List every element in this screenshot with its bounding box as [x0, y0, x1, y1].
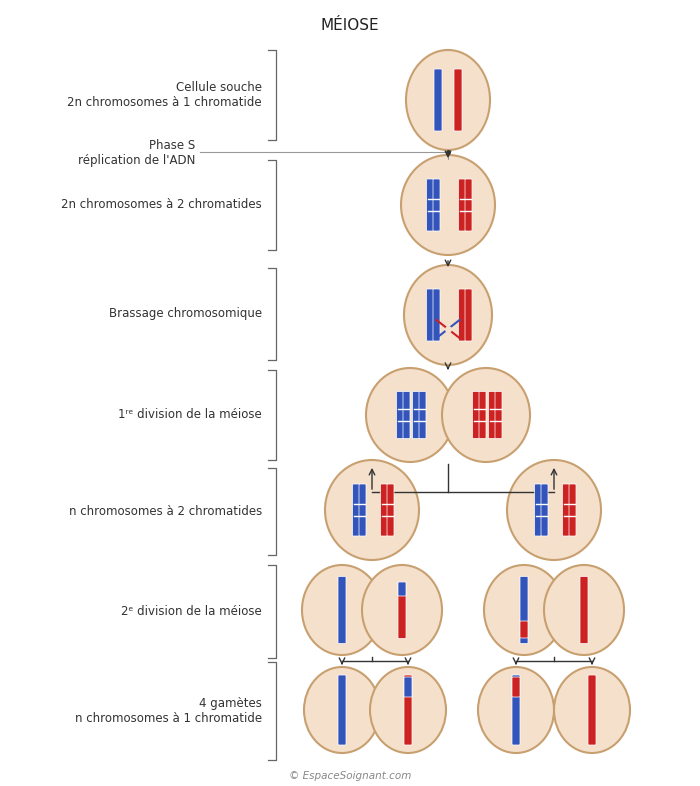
Ellipse shape — [362, 565, 442, 655]
Ellipse shape — [404, 265, 492, 365]
Text: Phase S
réplication de l'ADN: Phase S réplication de l'ADN — [78, 139, 195, 167]
FancyBboxPatch shape — [398, 582, 406, 596]
Text: 4 gamètes
n chromosomes à 1 chromatide: 4 gamètes n chromosomes à 1 chromatide — [75, 697, 262, 725]
FancyBboxPatch shape — [398, 582, 406, 638]
Ellipse shape — [442, 368, 530, 462]
Text: 1ʳᵉ division de la méiose: 1ʳᵉ division de la méiose — [118, 409, 262, 421]
FancyBboxPatch shape — [433, 289, 440, 341]
FancyBboxPatch shape — [338, 675, 346, 745]
FancyBboxPatch shape — [465, 289, 472, 341]
FancyBboxPatch shape — [387, 484, 394, 536]
Text: © EspaceSoignant.com: © EspaceSoignant.com — [289, 771, 411, 781]
FancyBboxPatch shape — [433, 179, 440, 231]
FancyBboxPatch shape — [580, 576, 588, 644]
Ellipse shape — [406, 50, 490, 150]
Ellipse shape — [554, 667, 630, 753]
Text: Brassage chromosomique: Brassage chromosomique — [109, 307, 262, 321]
FancyBboxPatch shape — [426, 289, 433, 341]
Ellipse shape — [544, 565, 624, 655]
Ellipse shape — [304, 667, 380, 753]
FancyBboxPatch shape — [588, 675, 596, 745]
FancyBboxPatch shape — [396, 391, 403, 439]
FancyBboxPatch shape — [419, 391, 426, 439]
FancyBboxPatch shape — [403, 391, 410, 439]
FancyBboxPatch shape — [569, 484, 576, 536]
Ellipse shape — [370, 667, 446, 753]
FancyBboxPatch shape — [353, 484, 360, 536]
Text: n chromosomes à 2 chromatides: n chromosomes à 2 chromatides — [69, 505, 262, 518]
FancyBboxPatch shape — [465, 179, 472, 231]
Text: Cellule souche
2n chromosomes à 1 chromatide: Cellule souche 2n chromosomes à 1 chroma… — [67, 81, 262, 109]
Text: MÉIOSE: MÉIOSE — [321, 18, 379, 33]
Ellipse shape — [302, 565, 382, 655]
FancyBboxPatch shape — [520, 621, 528, 638]
FancyBboxPatch shape — [458, 179, 466, 231]
FancyBboxPatch shape — [381, 484, 388, 536]
FancyBboxPatch shape — [489, 391, 496, 439]
FancyBboxPatch shape — [520, 576, 528, 644]
FancyBboxPatch shape — [426, 179, 433, 231]
FancyBboxPatch shape — [404, 677, 412, 697]
FancyBboxPatch shape — [412, 391, 419, 439]
FancyBboxPatch shape — [535, 484, 542, 536]
Ellipse shape — [366, 368, 454, 462]
FancyBboxPatch shape — [541, 484, 548, 536]
FancyBboxPatch shape — [434, 69, 442, 131]
Text: 2ᵉ division de la méiose: 2ᵉ division de la méiose — [121, 605, 262, 618]
FancyBboxPatch shape — [512, 675, 520, 745]
Ellipse shape — [325, 460, 419, 560]
FancyBboxPatch shape — [495, 391, 502, 439]
FancyBboxPatch shape — [512, 677, 520, 697]
FancyBboxPatch shape — [563, 484, 570, 536]
Ellipse shape — [507, 460, 601, 560]
FancyBboxPatch shape — [454, 69, 462, 131]
FancyBboxPatch shape — [359, 484, 366, 536]
Ellipse shape — [484, 565, 564, 655]
Ellipse shape — [401, 155, 495, 255]
FancyBboxPatch shape — [338, 576, 346, 644]
Ellipse shape — [478, 667, 554, 753]
FancyBboxPatch shape — [458, 289, 466, 341]
FancyBboxPatch shape — [404, 675, 412, 745]
FancyBboxPatch shape — [473, 391, 480, 439]
FancyBboxPatch shape — [479, 391, 486, 439]
Text: 2n chromosomes à 2 chromatides: 2n chromosomes à 2 chromatides — [62, 199, 262, 211]
